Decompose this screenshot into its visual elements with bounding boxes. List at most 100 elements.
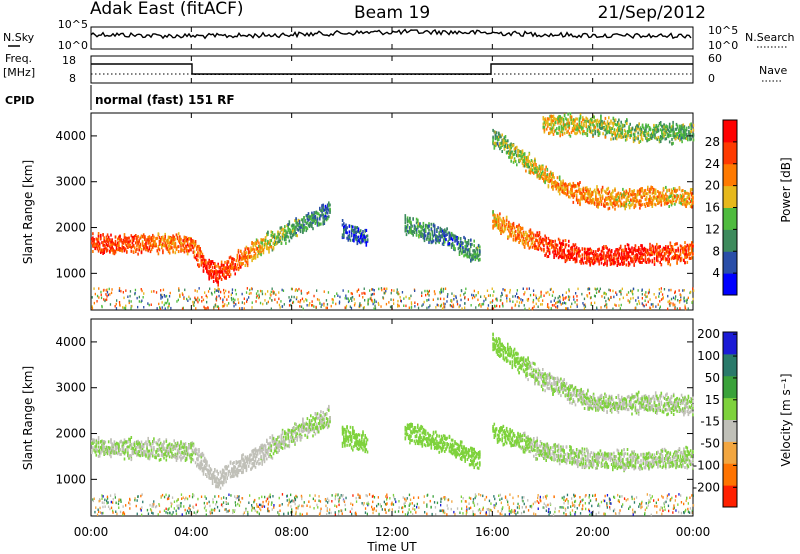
power-echo-cell [438, 240, 440, 244]
power-echo-cell [568, 244, 570, 248]
power-echo-cell [354, 227, 356, 231]
power-echo-cell [240, 265, 242, 269]
power-echo-cell [324, 204, 327, 208]
power-echo-cell [326, 217, 329, 221]
power-echo-cell [496, 218, 499, 221]
power-echo-cell [661, 129, 663, 133]
power-clutter-cell [122, 306, 124, 309]
power-echo-cell [640, 194, 642, 198]
power-echo-cell [617, 259, 620, 263]
power-echo-cell [631, 189, 633, 193]
power-echo-cell [511, 143, 514, 147]
power-echo-cell [627, 243, 630, 247]
power-echo-cell [165, 246, 168, 250]
power-echo-cell [466, 241, 469, 244]
power-echo-cell [521, 154, 524, 158]
power-echo-cell [459, 240, 462, 244]
power-echo-cell [570, 115, 573, 119]
power-echo-cell [662, 187, 665, 191]
power-echo-cell [544, 121, 547, 125]
power-echo-cell [600, 190, 603, 194]
power-echo-cell [594, 132, 596, 136]
power-echo-cell [509, 233, 511, 237]
power-echo-cell [448, 234, 451, 238]
power-echo-cell [511, 224, 514, 228]
power-echo-cell [357, 239, 360, 242]
power-echo-cell [636, 253, 639, 257]
power-echo-cell [315, 211, 318, 215]
power-echo-cell [282, 230, 285, 234]
power-echo-cell [612, 190, 614, 194]
power-echo-cell [670, 194, 673, 198]
power-echo-cell [564, 239, 567, 243]
power-echo-cell [624, 132, 627, 136]
power-echo-cell [302, 218, 304, 222]
power-echo-cell [564, 182, 567, 186]
power-echo-cell [472, 249, 474, 253]
power-echo-cell [570, 130, 573, 134]
power-echo-cell [647, 202, 649, 205]
power-echo-cell [534, 240, 536, 244]
power-echo-cell [279, 226, 282, 230]
power-clutter-cell [661, 293, 664, 296]
power-clutter-cell [215, 305, 217, 308]
power-echo-cell [635, 193, 638, 197]
power-echo-cell [600, 256, 603, 260]
power-clutter-cell [378, 303, 380, 306]
power-echo-cell [284, 238, 286, 242]
power-echo-cell [689, 251, 692, 255]
power-echo-cell [508, 220, 510, 224]
power-clutter-cell [218, 307, 220, 310]
power-echo-cell [417, 218, 419, 222]
power-echo-cell [315, 220, 318, 223]
power-echo-cell [597, 188, 599, 192]
power-clutter-cell [555, 305, 557, 309]
power-clutter-cell [105, 289, 107, 292]
power-echo-cell [504, 227, 507, 231]
power-echo-cell [215, 269, 217, 273]
power-clutter-cell [565, 302, 567, 305]
nave-tick-bottom: 0 [708, 72, 715, 85]
power-echo-cell [238, 261, 241, 265]
power-echo-cell [527, 159, 529, 163]
power-clutter-cell [338, 300, 341, 303]
power-echo-cell [570, 184, 572, 188]
power-echo-cell [662, 257, 665, 261]
power-echo-cell [226, 270, 228, 274]
power-echo-cell [102, 248, 104, 252]
power-echo-cell [180, 241, 182, 245]
power-echo-cell [208, 274, 210, 278]
power-echo-cell [663, 198, 666, 202]
power-echo-cell [575, 184, 578, 188]
power-echo-cell [584, 200, 587, 203]
power-echo-cell [492, 140, 494, 143]
power-echo-cell [296, 227, 298, 231]
power-echo-cell [595, 250, 597, 254]
power-echo-cell [311, 225, 313, 229]
power-clutter-cell [408, 306, 410, 309]
power-echo-cell [550, 118, 552, 121]
power-echo-cell [618, 262, 621, 266]
power-echo-cell [653, 195, 656, 199]
power-echo-cell [200, 258, 203, 262]
power-echo-cell [635, 198, 638, 202]
power-echo-cell [646, 132, 648, 136]
power-echo-cell [617, 126, 619, 130]
power-echo-cell [653, 189, 656, 193]
power-echo-cell [293, 232, 295, 236]
power-echo-cell [605, 196, 607, 200]
power-echo-cell [510, 226, 512, 230]
power-echo-cell [647, 203, 649, 207]
power-echo-cell [586, 119, 589, 123]
power-echo-cell [423, 228, 426, 232]
power-echo-cell [476, 248, 479, 252]
power-echo-cell [579, 181, 581, 184]
power-echo-cell [679, 257, 682, 261]
power-echo-cell [302, 224, 304, 228]
power-echo-cell [588, 248, 590, 252]
power-echo-cell [104, 244, 107, 248]
power-echo-cell [589, 251, 591, 255]
power-echo-cell [689, 204, 692, 208]
power-echo-cell [647, 248, 649, 252]
power-echo-cell [674, 132, 677, 136]
